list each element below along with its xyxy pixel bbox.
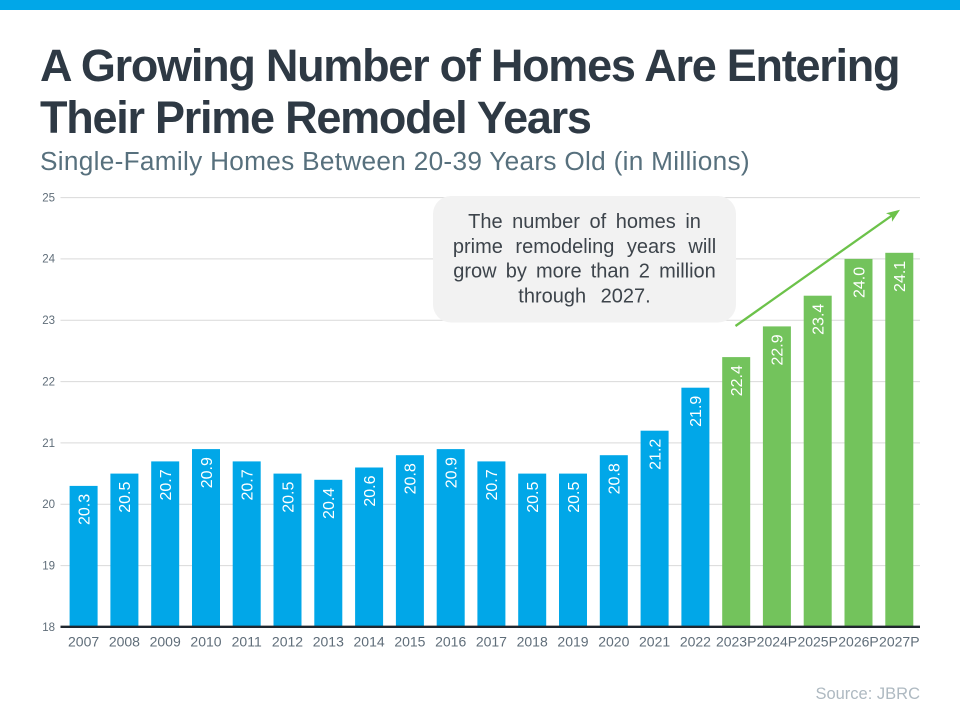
svg-text:2019: 2019 — [557, 634, 588, 650]
svg-text:2013: 2013 — [313, 634, 344, 650]
svg-text:18: 18 — [42, 622, 55, 634]
svg-text:24.0: 24.0 — [851, 267, 868, 298]
svg-text:20.5: 20.5 — [566, 481, 583, 512]
svg-text:through 2027.: through 2027. — [518, 285, 650, 307]
svg-text:grow by more than 2 million: grow by more than 2 million — [453, 261, 716, 283]
svg-text:20.9: 20.9 — [199, 457, 216, 488]
svg-text:2007: 2007 — [68, 634, 99, 650]
svg-text:2016: 2016 — [435, 634, 466, 650]
svg-text:20.9: 20.9 — [444, 457, 461, 488]
svg-text:21: 21 — [42, 438, 55, 450]
svg-text:2023P: 2023P — [716, 634, 756, 650]
svg-text:20.5: 20.5 — [525, 481, 542, 512]
svg-text:22: 22 — [42, 376, 55, 388]
svg-text:2026P: 2026P — [838, 634, 878, 650]
svg-text:2017: 2017 — [476, 634, 507, 650]
svg-text:22.9: 22.9 — [770, 334, 787, 365]
svg-text:20.3: 20.3 — [76, 494, 93, 525]
svg-text:25: 25 — [42, 192, 55, 204]
svg-text:21.2: 21.2 — [647, 439, 664, 470]
svg-text:2024P: 2024P — [757, 634, 797, 650]
svg-text:2015: 2015 — [394, 634, 425, 650]
svg-text:2009: 2009 — [150, 634, 181, 650]
svg-text:21.9: 21.9 — [688, 396, 705, 427]
svg-text:24.1: 24.1 — [892, 261, 909, 292]
svg-text:20.5: 20.5 — [280, 481, 297, 512]
svg-text:2025P: 2025P — [797, 634, 837, 650]
svg-text:The number of homes in: The number of homes in — [468, 211, 701, 233]
svg-text:2008: 2008 — [109, 634, 140, 650]
svg-text:20.7: 20.7 — [484, 469, 501, 500]
svg-text:20.4: 20.4 — [321, 488, 338, 519]
svg-text:2014: 2014 — [354, 634, 385, 650]
svg-text:2012: 2012 — [272, 634, 303, 650]
svg-text:19: 19 — [42, 560, 55, 572]
svg-text:prime remodeling years will: prime remodeling years will — [453, 236, 716, 258]
svg-text:22.4: 22.4 — [729, 365, 746, 396]
svg-text:20: 20 — [42, 499, 55, 511]
svg-text:2010: 2010 — [190, 634, 221, 650]
svg-text:20.8: 20.8 — [607, 463, 624, 494]
svg-text:2027P: 2027P — [879, 634, 919, 650]
svg-text:23.4: 23.4 — [811, 304, 828, 335]
svg-text:20.6: 20.6 — [362, 475, 379, 506]
svg-text:23: 23 — [42, 315, 55, 327]
svg-text:2018: 2018 — [517, 634, 548, 650]
svg-text:20.7: 20.7 — [158, 469, 175, 500]
svg-text:24: 24 — [42, 254, 55, 266]
svg-text:2020: 2020 — [598, 634, 629, 650]
svg-text:Source: JBRC: Source: JBRC — [815, 685, 920, 703]
svg-text:20.7: 20.7 — [240, 469, 257, 500]
svg-text:2022: 2022 — [680, 634, 711, 650]
svg-text:20.8: 20.8 — [403, 463, 420, 494]
svg-text:20.5: 20.5 — [117, 481, 134, 512]
svg-text:2021: 2021 — [639, 634, 670, 650]
svg-text:2011: 2011 — [232, 634, 262, 650]
